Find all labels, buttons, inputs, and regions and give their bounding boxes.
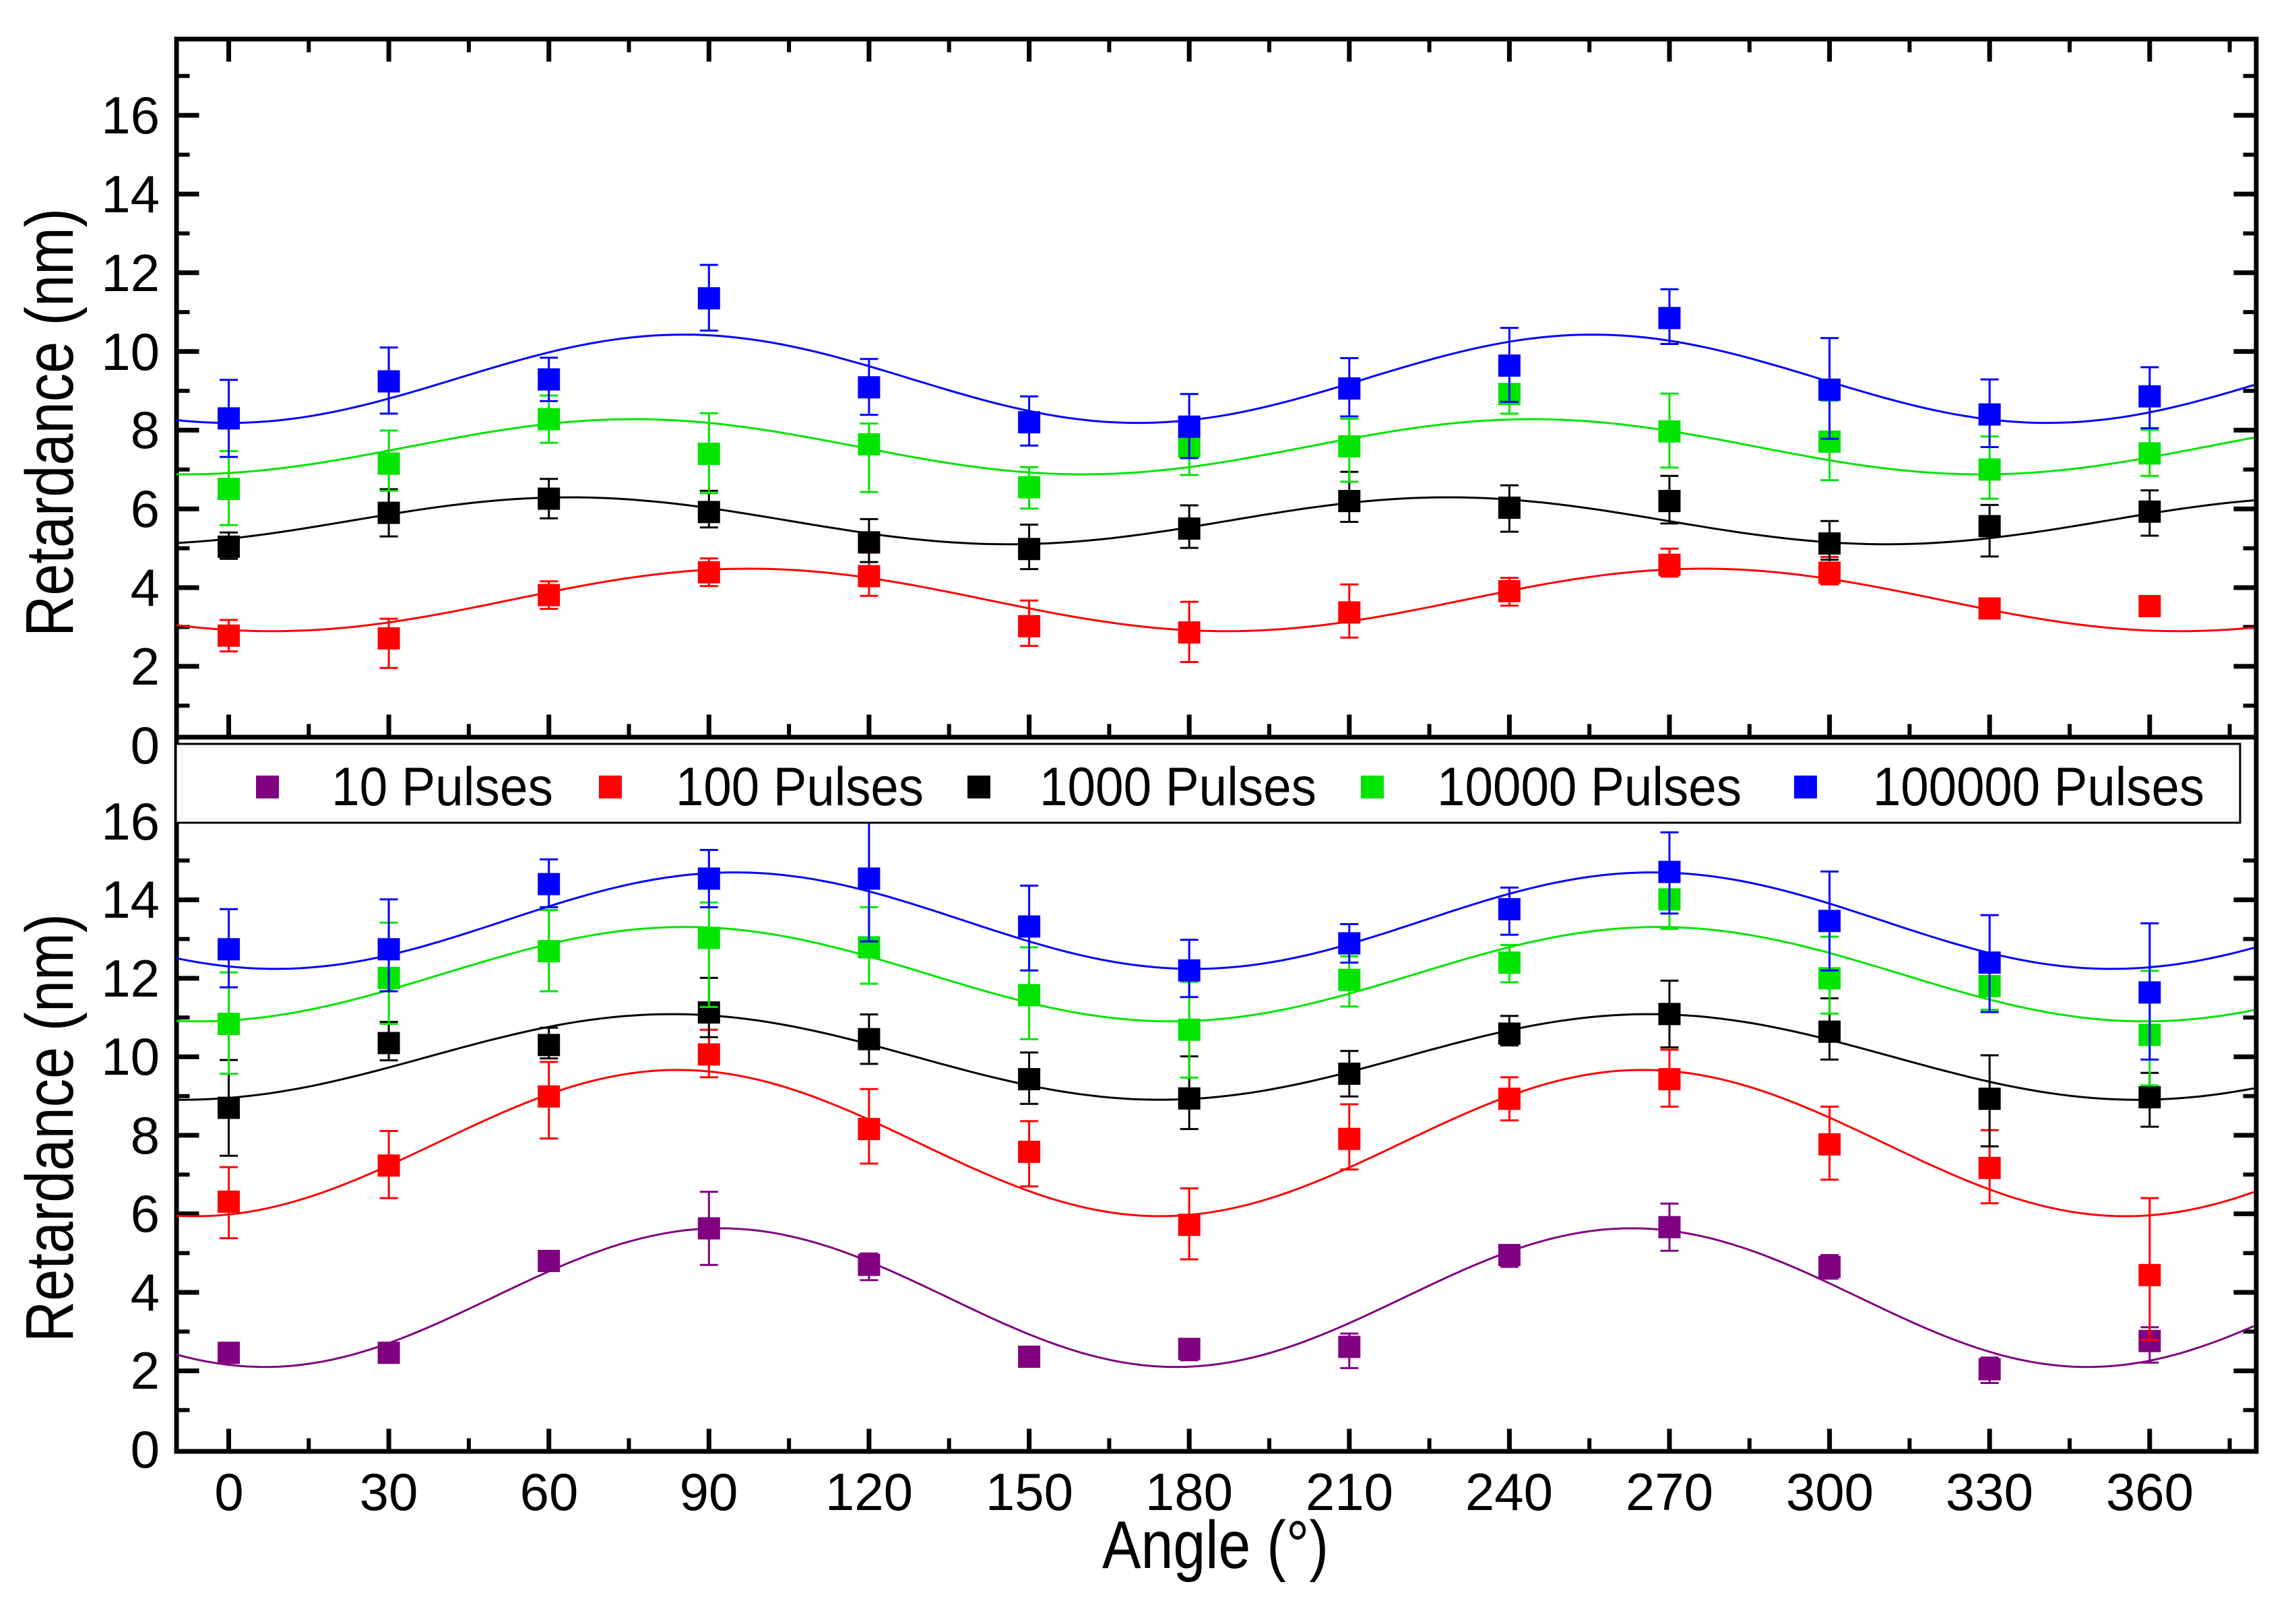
svg-text:4: 4 (131, 558, 160, 617)
svg-text:100000 Pulses: 100000 Pulses (1873, 757, 2204, 817)
svg-text:16: 16 (101, 792, 160, 851)
svg-text:8: 8 (131, 1106, 160, 1165)
svg-text:Retardance (nm): Retardance (nm) (12, 914, 88, 1342)
svg-text:330: 330 (1946, 1462, 2033, 1521)
svg-text:Angle (°): Angle (°) (1102, 1507, 1329, 1583)
svg-text:60: 60 (520, 1462, 579, 1521)
svg-text:10 Pulses: 10 Pulses (331, 757, 553, 817)
svg-text:10000 Pulses: 10000 Pulses (1437, 757, 1742, 817)
svg-text:360: 360 (2106, 1462, 2194, 1521)
svg-text:100 Pulses: 100 Pulses (676, 757, 924, 817)
svg-text:0: 0 (131, 1420, 160, 1479)
svg-text:2: 2 (131, 1341, 160, 1400)
svg-text:30: 30 (360, 1462, 418, 1521)
svg-text:12: 12 (101, 243, 160, 303)
svg-text:2: 2 (131, 637, 160, 696)
svg-text:14: 14 (101, 164, 160, 224)
svg-text:240: 240 (1465, 1462, 1553, 1521)
svg-text:Retardance (nm): Retardance (nm) (12, 208, 88, 637)
svg-text:1000 Pulses: 1000 Pulses (1040, 757, 1316, 817)
svg-text:0: 0 (214, 1462, 243, 1521)
svg-text:4: 4 (131, 1263, 160, 1322)
svg-text:6: 6 (131, 479, 160, 538)
svg-text:150: 150 (986, 1462, 1073, 1521)
svg-text:6: 6 (131, 1184, 160, 1243)
svg-text:14: 14 (101, 870, 160, 929)
svg-text:270: 270 (1626, 1462, 1713, 1521)
svg-text:300: 300 (1786, 1462, 1874, 1521)
svg-text:0: 0 (131, 716, 160, 775)
svg-text:90: 90 (680, 1462, 738, 1521)
svg-text:12: 12 (101, 949, 160, 1008)
svg-text:180: 180 (1145, 1462, 1233, 1521)
svg-text:10: 10 (101, 322, 160, 381)
svg-text:120: 120 (825, 1462, 913, 1521)
svg-text:8: 8 (131, 400, 160, 460)
svg-text:10: 10 (101, 1027, 160, 1086)
svg-text:16: 16 (101, 86, 160, 145)
svg-text:210: 210 (1306, 1462, 1393, 1521)
